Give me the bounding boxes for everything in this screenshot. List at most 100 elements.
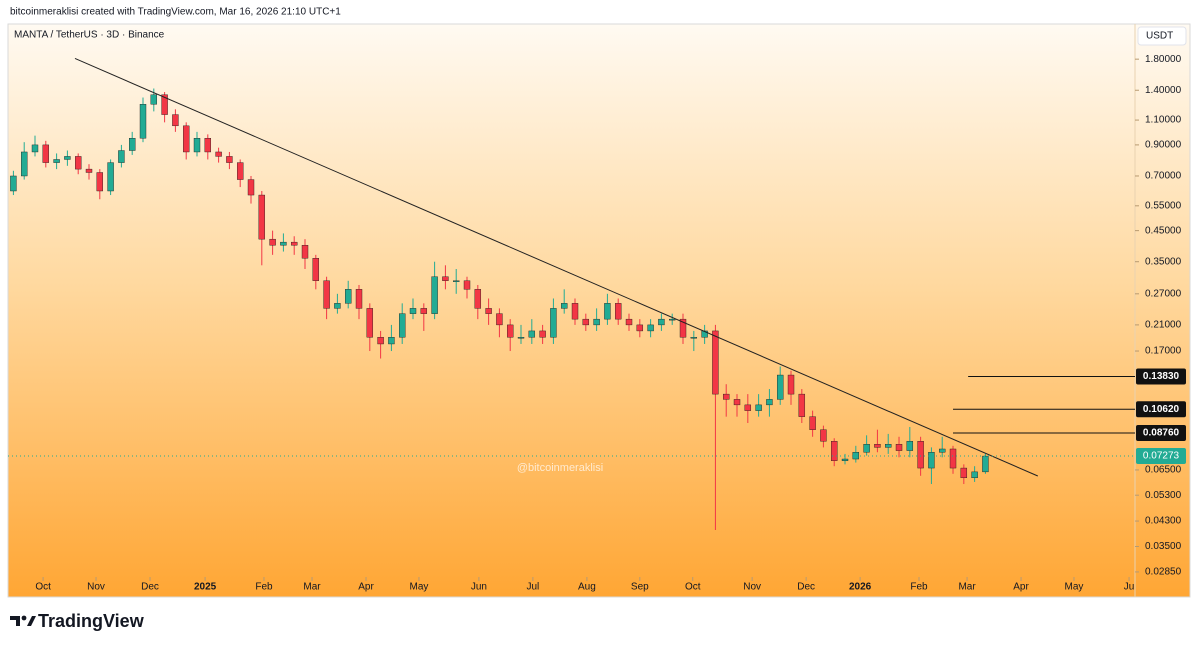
y-tick-label: 0.04300 xyxy=(1145,516,1182,527)
candle-body xyxy=(561,303,568,309)
y-tick-label: 0.55000 xyxy=(1145,200,1182,211)
candle-body xyxy=(528,330,536,338)
credit: bitcoinmeraklisi created with TradingVie… xyxy=(10,7,341,18)
trendline xyxy=(74,58,1038,477)
candle-body xyxy=(474,289,482,309)
x-tick-label: May xyxy=(409,582,428,593)
x-tick-label: Jun xyxy=(471,582,487,593)
candle-body xyxy=(409,308,417,314)
candle-body xyxy=(53,159,60,163)
plot: 1.80000 1.40000 1.10000 0.90000 0.70000 0.550… xyxy=(8,54,1186,593)
x-tick-label: 2026 xyxy=(849,582,872,593)
last-price-label: 0.07273 xyxy=(1143,451,1180,462)
candle-body xyxy=(820,429,827,442)
x-tick-label: Nov xyxy=(743,582,761,593)
level-label-box xyxy=(1136,401,1186,418)
candle-body xyxy=(917,441,924,469)
candle-body xyxy=(593,318,600,326)
candle-body xyxy=(21,151,28,177)
level-label: 0.08760 xyxy=(1143,428,1180,439)
candle-body xyxy=(571,303,579,320)
x-tick-label: Aug xyxy=(578,582,596,593)
candle-body xyxy=(345,289,352,304)
candle-body xyxy=(161,94,168,115)
candle-body xyxy=(269,238,276,246)
candle-body xyxy=(658,318,665,326)
candle-body xyxy=(388,337,395,345)
y-tick-label: 1.40000 xyxy=(1145,85,1182,96)
candle-body xyxy=(193,138,201,153)
x-tick-label: Dec xyxy=(141,582,159,593)
candle-body xyxy=(712,330,719,395)
x-tick-label: Nov xyxy=(87,582,105,593)
x-tick-label: Jul xyxy=(526,582,539,593)
candle-body xyxy=(669,318,676,321)
candle-body xyxy=(366,308,374,338)
candle-body xyxy=(399,313,406,338)
y-tick-label: 0.21000 xyxy=(1145,320,1182,331)
candle-body xyxy=(939,448,946,453)
y-tick-label: 0.35000 xyxy=(1145,256,1182,267)
logo xyxy=(10,615,36,626)
candle-body xyxy=(96,172,104,192)
candle-body xyxy=(787,374,795,395)
candle-body xyxy=(841,458,849,461)
candle-body xyxy=(971,471,978,479)
candle-body xyxy=(31,144,39,153)
candle-body xyxy=(625,318,633,326)
y-tick-label: 0.27000 xyxy=(1145,288,1182,299)
candle-body xyxy=(355,289,363,309)
candle-body xyxy=(852,452,860,460)
y-tick-label: 0.45000 xyxy=(1145,225,1182,236)
candle-body xyxy=(258,194,266,240)
candle-body xyxy=(129,138,136,151)
x-tick-label: Oct xyxy=(685,582,701,593)
candle-body xyxy=(906,441,914,451)
candle-body xyxy=(247,179,255,196)
y-tick-label: 0.17000 xyxy=(1145,346,1182,357)
candle-body xyxy=(139,104,147,139)
candle-body xyxy=(982,455,989,473)
candle-body xyxy=(463,280,471,290)
candle-body xyxy=(323,280,330,309)
candle-body xyxy=(420,308,428,314)
candle-body xyxy=(453,280,460,282)
last-price-box xyxy=(1136,448,1186,465)
candle-body xyxy=(874,444,881,448)
candle-body xyxy=(690,337,698,339)
candle-body xyxy=(809,416,816,430)
candle-body xyxy=(334,303,341,309)
x-tick-label: Feb xyxy=(910,582,928,593)
candle-body xyxy=(777,374,784,400)
currency: USDT xyxy=(1146,31,1173,42)
candle-body xyxy=(744,404,752,411)
candle-body xyxy=(604,303,611,320)
candle-body xyxy=(172,114,179,127)
candle-body xyxy=(755,404,762,411)
candle-body xyxy=(485,308,492,314)
candle-body xyxy=(431,276,438,314)
candle-body xyxy=(960,467,968,479)
candle-body xyxy=(928,452,935,469)
currency-box xyxy=(1137,26,1187,46)
level-label: 0.10620 xyxy=(1143,404,1180,415)
candle-body xyxy=(615,303,622,320)
candle-body xyxy=(863,444,870,453)
candle-body xyxy=(507,324,514,338)
candle-body xyxy=(10,175,17,192)
candle-body xyxy=(312,258,320,281)
y-tick-label: 0.90000 xyxy=(1145,140,1182,151)
candle-body xyxy=(550,308,557,338)
level-label-box xyxy=(1136,425,1186,442)
candle-body xyxy=(679,318,687,338)
candle-body xyxy=(237,162,244,180)
candle-body xyxy=(280,241,287,246)
candle-body xyxy=(885,444,892,448)
x-tick-label: Dec xyxy=(797,582,815,593)
candle-body xyxy=(204,138,212,153)
y-tick-label: 0.06500 xyxy=(1145,465,1182,476)
watermark: @bitcoinmeraklisi xyxy=(517,462,603,474)
candle-body xyxy=(75,156,82,170)
candle-body xyxy=(636,324,644,332)
